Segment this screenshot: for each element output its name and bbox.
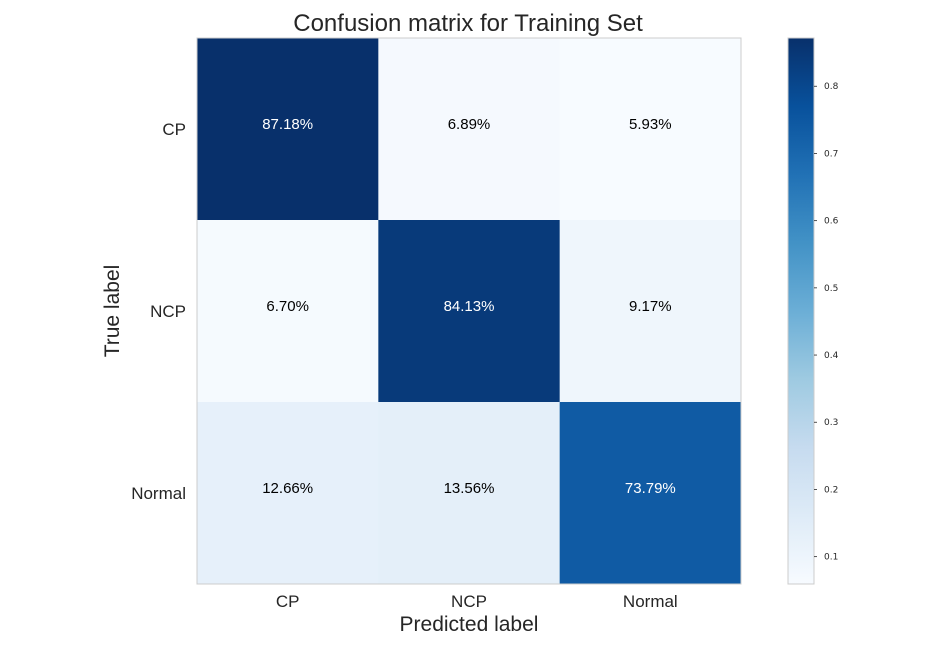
colorbar-ticks: 0.1 0.2 0.3 0.4 0.5 0.6 0.7 0.8 — [814, 82, 839, 563]
colorbar-tick-label: 0.7 — [824, 149, 838, 159]
heatmap-cell — [378, 220, 561, 403]
heatmap-cell-labels: 87.18% 6.89% 5.93% 6.70% 84.13% 9.17% 12.66% 13… — [262, 116, 676, 497]
heatmap-cell — [559, 220, 742, 403]
colorbar-tick-label: 0.2 — [824, 485, 838, 495]
cell-value-label: 5.93% — [629, 116, 672, 133]
colorbar-tick-label: 0.4 — [824, 351, 839, 361]
heatmap-cell — [378, 402, 561, 585]
heatmap-cell — [559, 402, 742, 585]
y-tick-label: CP — [162, 120, 186, 139]
colorbar-tick-label: 0.5 — [824, 284, 838, 294]
y-tick-label: Normal — [131, 484, 186, 503]
heatmap-cell — [197, 38, 379, 221]
x-tick-labels: CP NCP Normal — [276, 592, 678, 611]
x-tick-label: CP — [276, 592, 300, 611]
colorbar-tick-label: 0.1 — [824, 553, 838, 563]
heatmap-cell — [197, 402, 379, 585]
cell-value-label: 6.70% — [266, 298, 309, 315]
cell-value-label: 9.17% — [629, 298, 672, 315]
y-tick-label: NCP — [150, 302, 186, 321]
heatmap-cells — [197, 38, 742, 585]
x-axis-label: Predicted label — [400, 613, 539, 636]
cell-value-label: 84.13% — [444, 298, 495, 315]
colorbar-tick-label: 0.3 — [824, 418, 838, 428]
cell-value-label: 12.66% — [262, 480, 313, 497]
cell-value-label: 13.56% — [444, 480, 495, 497]
x-tick-label: NCP — [451, 592, 487, 611]
y-tick-labels: CP NCP Normal — [131, 120, 186, 503]
colorbar — [787, 37, 815, 585]
plot-frame — [196, 37, 742, 585]
heatmap-cell — [378, 38, 561, 221]
chart-title: Confusion matrix for Training Set — [293, 10, 643, 37]
heatmap-cell — [559, 38, 742, 221]
x-tick-label: Normal — [623, 592, 678, 611]
colorbar-tick-label: 0.8 — [824, 82, 839, 92]
heatmap-cell — [197, 220, 379, 403]
cell-value-label: 6.89% — [448, 116, 491, 133]
colorbar-tick-label: 0.6 — [824, 217, 839, 227]
y-axis-label: True label — [101, 265, 124, 358]
cell-value-label: 73.79% — [625, 480, 676, 497]
cell-value-label: 87.18% — [262, 116, 313, 133]
